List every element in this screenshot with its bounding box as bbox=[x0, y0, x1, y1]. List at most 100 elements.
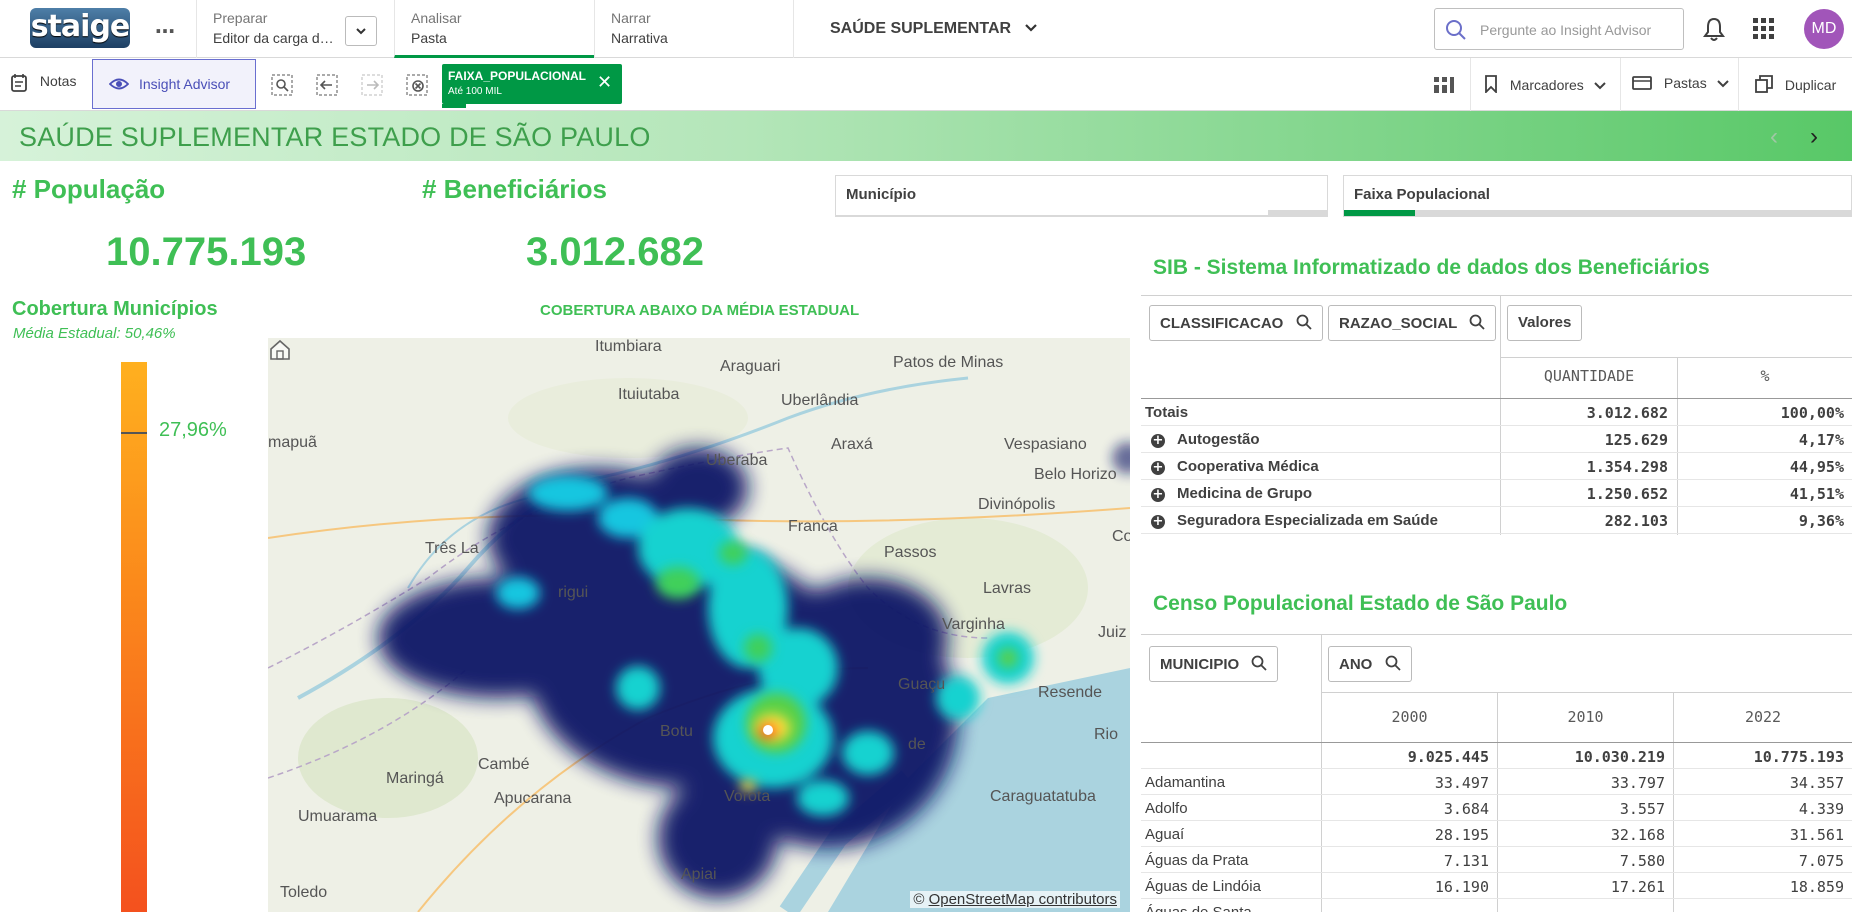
duplicate-button[interactable]: Duplicar bbox=[1755, 75, 1836, 93]
selection-chip-indicator bbox=[442, 104, 466, 108]
map-city-label: Vorota bbox=[724, 788, 771, 805]
dimension-label: CLASSIFICACAO bbox=[1160, 315, 1284, 332]
sheets-button[interactable]: Pastas bbox=[1632, 75, 1729, 91]
column-header-year[interactable]: 2000 bbox=[1391, 708, 1428, 726]
column-header-year[interactable]: 2010 bbox=[1567, 708, 1604, 726]
nav-section-prepare[interactable]: Preparar Editor da carga d… bbox=[196, 0, 394, 58]
insight-advisor-search[interactable]: Pergunte ao Insight Advisor bbox=[1434, 8, 1684, 50]
filter-faixa-populacional[interactable]: Faixa Populacional bbox=[1343, 175, 1852, 217]
toolbar-divider bbox=[1738, 58, 1739, 111]
map-city-label: Caraguatatuba bbox=[990, 788, 1096, 805]
expand-icon[interactable]: + bbox=[1151, 487, 1165, 502]
population-value: 33.497 bbox=[1434, 774, 1489, 792]
map-city-label: Araguari bbox=[720, 358, 781, 375]
filter-municipio[interactable]: Município bbox=[835, 175, 1328, 217]
home-icon[interactable] bbox=[268, 338, 292, 362]
selection-chip-faixa-populacional[interactable]: FAIXA_POPULACIONAL Até 100 MIL ✕ bbox=[442, 64, 622, 108]
map-city-label: Varginha bbox=[942, 616, 1005, 633]
table-divider bbox=[1497, 692, 1498, 912]
heatmap-map[interactable]: Itumbiara Araguari Patos de Minas Ituiut… bbox=[268, 338, 1130, 912]
column-header-quantidade[interactable]: QUANTIDADE bbox=[1543, 367, 1635, 385]
filter-municipio-label: Município bbox=[846, 186, 916, 203]
dimension-label: MUNICIPIO bbox=[1160, 656, 1240, 673]
search-selections-icon[interactable] bbox=[270, 73, 294, 97]
row-label: Autogestão bbox=[1177, 431, 1260, 448]
expand-icon[interactable]: + bbox=[1151, 433, 1165, 448]
close-icon[interactable]: ✕ bbox=[597, 72, 613, 92]
chevron-down-icon bbox=[1593, 82, 1606, 90]
table-row[interactable]: + Seguradora Especializada em Saúde 282.1… bbox=[1141, 507, 1852, 534]
table-row[interactable]: Adamantina 33.497 33.797 34.357 bbox=[1141, 769, 1852, 795]
nav-analyze-value: Pasta bbox=[411, 30, 447, 46]
nav-narrate-label: Narrar bbox=[611, 10, 651, 26]
eye-icon bbox=[109, 78, 129, 90]
column-header-year[interactable]: 2022 bbox=[1744, 708, 1782, 726]
app-logo[interactable]: staige bbox=[30, 8, 130, 48]
clear-selections-icon[interactable] bbox=[405, 73, 429, 97]
dimension-ano-button[interactable]: ANO bbox=[1328, 646, 1412, 682]
kpi-population-value: 10.775.193 bbox=[106, 230, 307, 274]
population-value: 34.357 bbox=[1789, 774, 1844, 792]
table-row[interactable]: Águas de Lindóia 16.190 17.261 18.859 bbox=[1141, 873, 1852, 899]
sheet-toolbar: Notas Insight Advisor FAIXA_POPULACIONAL… bbox=[0, 58, 1852, 111]
table-row[interactable]: Águas da Prata 7.131 7.580 7.075 bbox=[1141, 847, 1852, 873]
table-totals-row: 9.025.445 10.030.219 10.775.193 bbox=[1141, 743, 1852, 769]
bookmark-icon bbox=[1485, 75, 1497, 95]
population-value: 28.195 bbox=[1434, 826, 1489, 844]
map-city-label: Franca bbox=[788, 518, 838, 535]
nav-narrate-value: Narrativa bbox=[611, 30, 668, 46]
bookmarks-button[interactable]: Marcadores bbox=[1484, 75, 1606, 95]
bookmarks-label: Marcadores bbox=[1509, 77, 1584, 93]
column-header-percent[interactable]: % bbox=[1760, 367, 1770, 385]
map-city-label: Juiz bbox=[1098, 624, 1127, 641]
map-city-label: Uberlândia bbox=[781, 392, 859, 409]
row-label: Seguradora Especializada em Saúde bbox=[1177, 512, 1438, 529]
notifications-bell-icon[interactable] bbox=[1702, 16, 1726, 42]
expand-icon[interactable]: + bbox=[1151, 460, 1165, 475]
map-title: COBERTURA ABAIXO DA MÉDIA ESTADUAL bbox=[540, 302, 860, 319]
notes-button[interactable]: Notas bbox=[10, 73, 76, 96]
dimension-label: ANO bbox=[1339, 656, 1373, 673]
nav-section-narrate[interactable]: Narrar Narrativa bbox=[594, 0, 794, 58]
dimension-label: RAZAO_SOCIAL bbox=[1339, 315, 1458, 332]
coverage-subtitle: Média Estadual: 50,46% bbox=[13, 325, 176, 342]
apps-grid-icon[interactable] bbox=[1752, 17, 1776, 41]
table-row[interactable]: + Cooperativa Médica 1.354.298 44,95% bbox=[1141, 453, 1852, 480]
prepare-dropdown-button[interactable] bbox=[345, 16, 377, 46]
nav-section-analyze[interactable]: Analisar Pasta bbox=[394, 0, 594, 58]
dimension-classificacao-button[interactable]: CLASSIFICACAO bbox=[1149, 305, 1323, 341]
row-percent: 41,51% bbox=[1789, 485, 1844, 503]
table-row[interactable]: Águas de Santa bbox=[1141, 899, 1852, 912]
next-sheet-icon[interactable]: › bbox=[1810, 123, 1818, 150]
municipio-name: Águas da Prata bbox=[1145, 852, 1249, 869]
app-title-dropdown[interactable]: SAÚDE SUPLEMENTAR bbox=[830, 20, 1038, 38]
row-quantity: 282.103 bbox=[1604, 512, 1668, 530]
population-value: 18.859 bbox=[1789, 878, 1844, 896]
table-row[interactable]: Adolfo 3.684 3.557 4.339 bbox=[1141, 795, 1852, 821]
kpi-population-title: # População bbox=[12, 174, 166, 204]
map-city-label: Belo Horizo bbox=[1034, 466, 1117, 483]
dimension-municipio-button[interactable]: MUNICIPIO bbox=[1149, 646, 1279, 682]
values-button[interactable]: Valores bbox=[1507, 305, 1583, 341]
table-row[interactable]: Aguaí 28.195 32.168 31.561 bbox=[1141, 821, 1852, 847]
table-border bbox=[1500, 357, 1852, 358]
step-forward-icon[interactable] bbox=[360, 73, 384, 97]
table-row[interactable]: + Autogestão 125.629 4,17% bbox=[1141, 426, 1852, 453]
table-divider bbox=[1500, 295, 1501, 535]
chevron-down-icon bbox=[1716, 80, 1729, 88]
map-city-label: rigui bbox=[558, 584, 589, 601]
insight-advisor-button[interactable]: Insight Advisor bbox=[92, 59, 256, 109]
step-back-icon[interactable] bbox=[315, 73, 339, 97]
population-value: 17.261 bbox=[1610, 878, 1665, 896]
municipio-name: Adolfo bbox=[1145, 800, 1188, 817]
map-city-label: Araxá bbox=[831, 436, 873, 453]
user-avatar[interactable]: MD bbox=[1804, 9, 1844, 49]
map-city-label: Rio bbox=[1094, 726, 1119, 743]
table-row[interactable]: + Medicina de Grupo 1.250.652 41,51% bbox=[1141, 480, 1852, 507]
expand-icon[interactable]: + bbox=[1151, 514, 1165, 529]
osm-attribution-link[interactable]: OpenStreetMap contributors bbox=[928, 891, 1117, 908]
layout-grid-icon[interactable] bbox=[1432, 73, 1456, 97]
more-menu-button[interactable]: … bbox=[155, 14, 175, 38]
dimension-razao-social-button[interactable]: RAZAO_SOCIAL bbox=[1328, 305, 1497, 341]
previous-sheet-icon[interactable]: ‹ bbox=[1770, 123, 1778, 150]
